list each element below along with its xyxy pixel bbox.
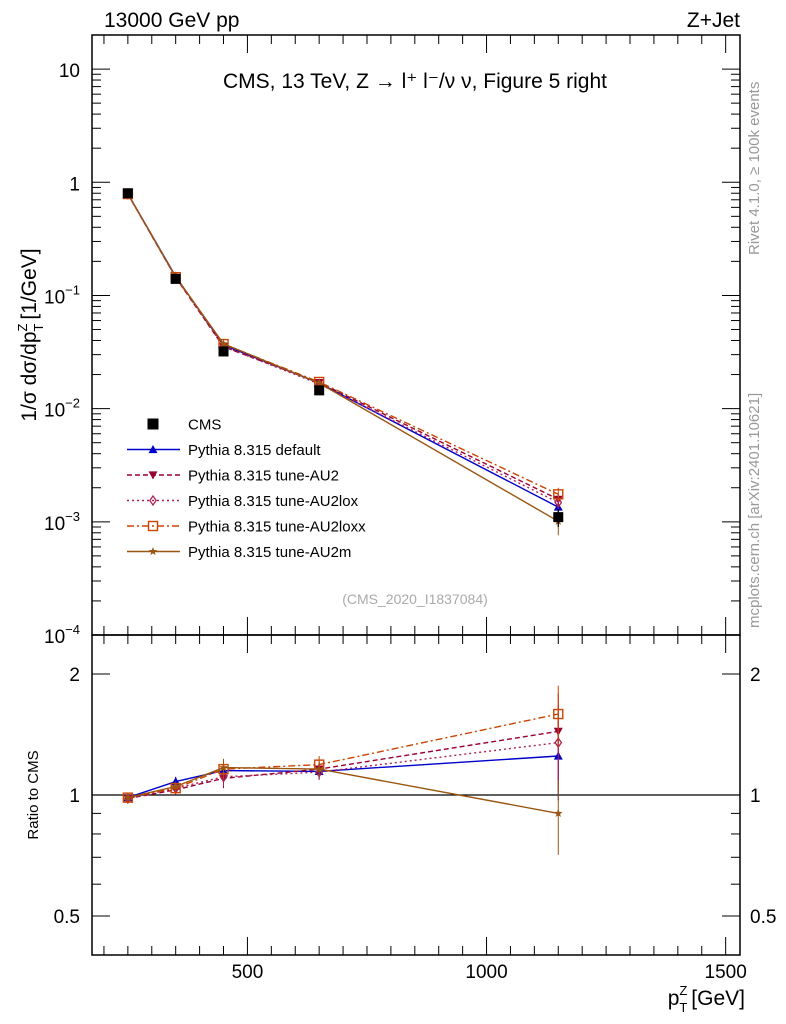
main-series (122, 188, 564, 536)
point-cms (170, 273, 181, 284)
ratio-line-default (127, 755, 559, 799)
y-tick-label: 10−2 (44, 396, 80, 422)
point-cms (314, 385, 325, 396)
legend-label: CMS (188, 417, 221, 434)
legend-marker-au2m (148, 547, 158, 556)
ratio-y-tick-label: 2 (69, 665, 80, 686)
ratio-ticks: 2 2 1 1 0.5 0.5 500 1000 1500 (54, 635, 776, 983)
ratio-series-au2m (123, 758, 563, 855)
point-au2lox (554, 496, 563, 509)
analysis-watermark: (CMS_2020_I1837084) (342, 591, 488, 607)
ratio-point-au2m (314, 764, 324, 773)
y-tick-label: 10−1 (44, 282, 80, 308)
point-cms (218, 346, 229, 357)
legend-label: Pythia 8.315 tune-AU2loxx (188, 519, 366, 536)
series-line-au2lox (127, 193, 559, 504)
ratio-y-tick-label-right: 1 (750, 786, 761, 807)
ratio-point-au2loxx (122, 792, 134, 803)
ratio-line-au2 (127, 730, 559, 800)
ratio-series (122, 685, 564, 855)
ratio-series-au2loxx (122, 685, 564, 803)
legend-item-cms: CMS (147, 417, 221, 434)
legend-label: Pythia 8.315 tune-AU2lox (188, 493, 359, 510)
ratio-y-tick-label: 1 (69, 786, 80, 807)
legend-label: Pythia 8.315 default (188, 442, 321, 459)
ratio-point-au2m (171, 782, 180, 791)
ratio-y-tick-label: 0.5 (54, 907, 80, 928)
y-tick-label: 10−4 (44, 622, 80, 648)
legend-marker-cms (147, 418, 159, 430)
ratio-point-au2m (123, 793, 133, 802)
main-panel: 10 1 10−1 10−2 10−3 10−4 CMS, 13 TeV, Z → l⁺ … (15, 34, 741, 648)
ratio-point-au2lox (219, 771, 228, 783)
legend-item-au2m: Pythia 8.315 tune-AU2m (127, 544, 351, 561)
legend-marker-au2loxx (147, 520, 159, 532)
plot-title: CMS, 13 TeV, Z → l⁺ l⁻/ν ν, Figure 5 rig… (223, 70, 607, 93)
ratio-series-default (123, 720, 563, 802)
point-cms (122, 188, 133, 199)
ratio-panel: 2 2 1 1 0.5 0.5 500 1000 1500 Ratio to CMS pZ T [G… (25, 634, 776, 1015)
point-au2loxx (553, 489, 564, 500)
ratio-line-au2loxx (127, 713, 559, 799)
ratio-point-au2loxx (553, 708, 564, 720)
series-cms (122, 188, 564, 527)
ratio-series-au2 (123, 693, 563, 804)
legend-label: Pythia 8.315 tune-AU2m (188, 544, 351, 561)
legend-item-au2: Pythia 8.315 tune-AU2 (127, 468, 339, 485)
legend: CMS Pythia 8.315 default Pythia 8.315 tune… (127, 417, 366, 561)
ratio-y-tick-label-right: 0.5 (750, 907, 776, 928)
series-default (123, 189, 563, 515)
point-au2m (219, 339, 228, 348)
ratio-point-au2m (554, 808, 563, 817)
header-left: 13000 GeV pp (104, 9, 239, 32)
x-tick-label: 500 (232, 962, 264, 983)
header-right: Z+Jet (687, 9, 740, 32)
legend-item-au2loxx: Pythia 8.315 tune-AU2loxx (127, 519, 366, 536)
series-line-default (127, 193, 559, 508)
x-tick-label: 1000 (465, 962, 507, 983)
mcplots-label: mcplots.cern.ch [arXiv:2401.10621] (746, 392, 763, 628)
legend-item-default: Pythia 8.315 default (127, 442, 321, 459)
legend-label: Pythia 8.315 tune-AU2 (188, 468, 339, 485)
y-tick-label: 10−3 (44, 509, 80, 535)
point-cms (553, 512, 564, 523)
legend-item-au2lox: Pythia 8.315 tune-AU2lox (127, 493, 359, 510)
point-au2m (314, 378, 324, 387)
y-tick-label: 1 (69, 174, 80, 195)
ratio-axis-label: Ratio to CMS (25, 750, 42, 839)
x-axis-label: pZ T [GeV] (668, 983, 745, 1015)
y-tick-label: 10 (59, 61, 80, 82)
ratio-y-tick-label-right: 2 (750, 665, 761, 686)
y-axis-label: 1/σ dσ/dpZT[1/GeV] (15, 248, 46, 421)
ratio-point-au2m (219, 763, 228, 772)
x-tick-label: 1500 (705, 962, 747, 983)
legend-marker-default (148, 445, 158, 454)
legend-marker-au2 (148, 471, 158, 480)
ratio-series-au2lox (123, 704, 563, 805)
main-ticks: 10 1 10−1 10−2 10−3 10−4 (44, 34, 740, 648)
series-au2lox (123, 188, 563, 510)
legend-marker-au2lox (149, 494, 157, 507)
ratio-line-au2m (127, 766, 559, 815)
rivet-label: Rivet 4.1.0, ≥ 100k events (746, 81, 763, 255)
